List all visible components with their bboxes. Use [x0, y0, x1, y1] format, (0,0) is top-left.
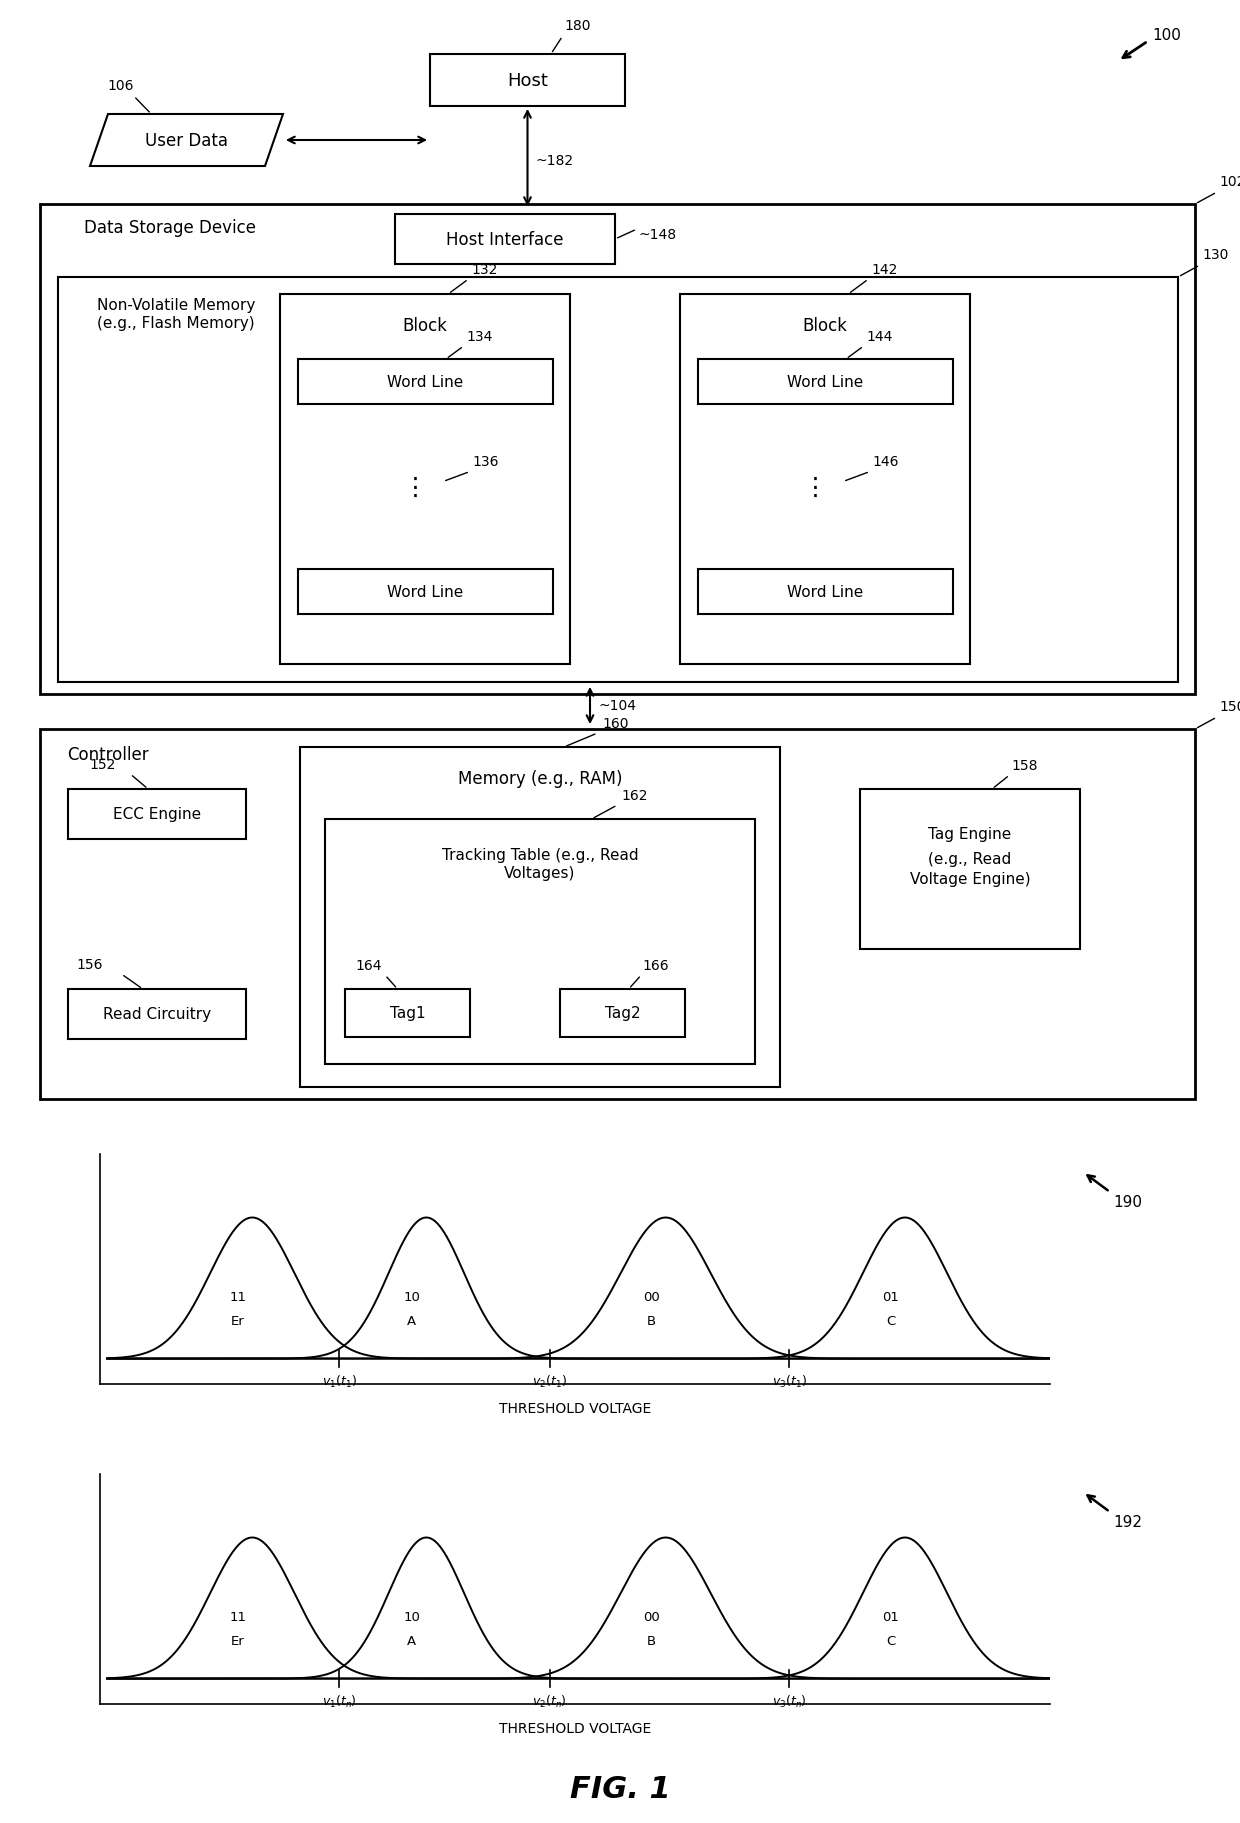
Bar [861, 789, 1080, 950]
Text: Data Storage Device: Data Storage Device [84, 219, 255, 237]
Bar [698, 569, 954, 614]
Text: 134: 134 [466, 330, 492, 345]
Bar [68, 789, 246, 840]
Text: ⋮: ⋮ [403, 476, 428, 500]
Bar [698, 359, 954, 405]
Text: 164: 164 [355, 959, 382, 972]
Text: 160: 160 [603, 716, 629, 731]
Bar [430, 55, 625, 108]
Text: (e.g., Flash Memory): (e.g., Flash Memory) [97, 315, 254, 330]
Text: Controller: Controller [67, 746, 149, 764]
Bar [298, 569, 553, 614]
Text: Non-Volatile Memory: Non-Volatile Memory [97, 297, 255, 314]
Text: 11: 11 [229, 1291, 247, 1303]
Text: Word Line: Word Line [787, 585, 863, 600]
Text: 190: 190 [1114, 1194, 1142, 1209]
Text: 102: 102 [1219, 175, 1240, 190]
Text: B: B [646, 1633, 656, 1648]
Text: $v_2(t_1)$: $v_2(t_1)$ [532, 1373, 567, 1389]
Text: $v_2(t_n)$: $v_2(t_n)$ [532, 1694, 567, 1708]
Text: ~182: ~182 [536, 153, 574, 168]
X-axis label: THRESHOLD VOLTAGE: THRESHOLD VOLTAGE [498, 1721, 651, 1735]
Text: Block: Block [403, 317, 448, 335]
Text: 01: 01 [882, 1291, 899, 1303]
Text: 10: 10 [403, 1291, 420, 1303]
Text: 142: 142 [872, 263, 898, 277]
Text: Tag2: Tag2 [605, 1006, 640, 1021]
Text: $v_3(t_n)$: $v_3(t_n)$ [771, 1694, 806, 1708]
Bar [40, 204, 1195, 695]
Text: 192: 192 [1114, 1515, 1142, 1529]
Bar [345, 990, 470, 1037]
Text: 158: 158 [1012, 758, 1038, 773]
Text: Read Circuitry: Read Circuitry [103, 1006, 211, 1023]
Text: Word Line: Word Line [387, 585, 464, 600]
Text: Block: Block [802, 317, 847, 335]
Text: $v_1(t_n)$: $v_1(t_n)$ [322, 1694, 357, 1708]
Text: 150: 150 [1219, 700, 1240, 713]
Polygon shape [91, 115, 283, 168]
Text: Word Line: Word Line [787, 376, 863, 390]
X-axis label: THRESHOLD VOLTAGE: THRESHOLD VOLTAGE [498, 1400, 651, 1415]
Text: 156: 156 [77, 957, 103, 972]
Text: Tag1: Tag1 [389, 1006, 425, 1021]
Text: 10: 10 [403, 1610, 420, 1622]
Bar [300, 747, 780, 1087]
Text: Voltages): Voltages) [505, 866, 575, 881]
Text: 130: 130 [1202, 248, 1229, 263]
Bar [40, 729, 1195, 1099]
Text: 132: 132 [471, 263, 497, 277]
Bar [298, 359, 553, 405]
Bar [68, 990, 246, 1039]
Text: Memory (e.g., RAM): Memory (e.g., RAM) [458, 769, 622, 788]
Text: Tag Engine: Tag Engine [929, 828, 1012, 842]
Text: 100: 100 [1152, 29, 1180, 44]
Bar [58, 277, 1178, 682]
Text: ~148: ~148 [639, 228, 677, 242]
Text: Voltage Engine): Voltage Engine) [910, 871, 1030, 888]
Text: ~104: ~104 [598, 698, 636, 713]
Text: $v_3(t_1)$: $v_3(t_1)$ [771, 1373, 806, 1389]
Text: 106: 106 [108, 78, 134, 93]
Text: 180: 180 [564, 18, 591, 33]
Text: B: B [646, 1314, 656, 1327]
Text: 11: 11 [229, 1610, 247, 1622]
Text: 152: 152 [89, 758, 115, 771]
Text: 162: 162 [621, 789, 649, 802]
Text: Er: Er [231, 1633, 244, 1648]
Text: A: A [407, 1633, 417, 1648]
Text: Tracking Table (e.g., Read: Tracking Table (e.g., Read [441, 848, 639, 862]
Bar [560, 990, 684, 1037]
Text: ECC Engine: ECC Engine [113, 808, 201, 822]
Text: ⋮: ⋮ [802, 476, 827, 500]
Text: 01: 01 [882, 1610, 899, 1622]
Text: 144: 144 [867, 330, 893, 345]
Bar [325, 820, 755, 1065]
Text: 00: 00 [642, 1291, 660, 1303]
Bar [280, 295, 570, 665]
Text: Er: Er [231, 1314, 244, 1327]
Text: A: A [407, 1314, 417, 1327]
Text: User Data: User Data [145, 131, 228, 149]
Text: C: C [885, 1314, 895, 1327]
Text: $v_1(t_1)$: $v_1(t_1)$ [322, 1373, 357, 1389]
Text: 00: 00 [642, 1610, 660, 1622]
Text: 136: 136 [472, 456, 498, 469]
Text: 166: 166 [642, 959, 670, 972]
Text: Host Interface: Host Interface [446, 232, 564, 250]
Text: (e.g., Read: (e.g., Read [929, 851, 1012, 868]
Text: Host: Host [507, 71, 548, 89]
Text: Word Line: Word Line [387, 376, 464, 390]
Bar [396, 215, 615, 264]
Text: C: C [885, 1633, 895, 1648]
Text: FIG. 1: FIG. 1 [569, 1774, 671, 1803]
Bar [680, 295, 970, 665]
Text: 146: 146 [872, 456, 899, 469]
